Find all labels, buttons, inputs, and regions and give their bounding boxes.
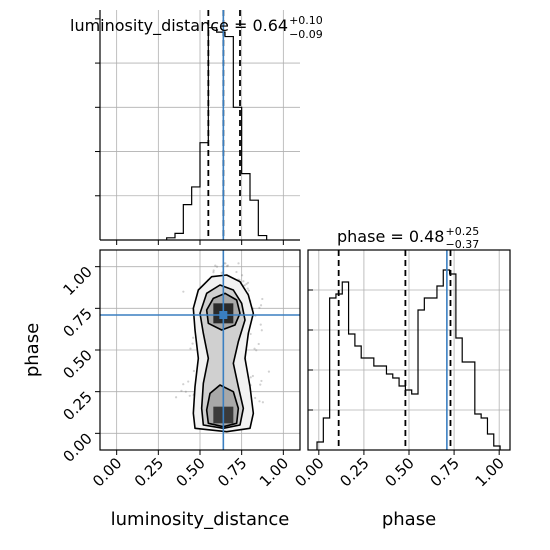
y-tick-label: 1.00 [59,263,95,299]
x-tick-label: 0.00 [89,454,125,490]
ld-title: luminosity_distance = 0.64 [70,16,288,36]
scatter-point [260,379,263,383]
x-tick-label: 0.25 [131,454,167,490]
scatter-point [253,347,256,350]
x-tick-label: 1.00 [472,454,508,490]
scatter-point [259,383,262,386]
scatter-point [254,396,257,400]
x-tick-label: 0.50 [172,454,208,490]
phase-title-plus: +0.25 [445,225,479,238]
ld-title-plus: +0.10 [289,14,323,27]
scatter-point [257,342,260,346]
scatter-point [224,262,227,265]
scatter-point [188,394,191,397]
scatter-point [267,370,271,373]
x-tick-label: 1.00 [256,454,292,490]
scatter-point [245,282,248,286]
scatter-point [226,264,230,267]
scatter-point [191,342,194,345]
truth-marker [219,311,228,319]
scatter-point [225,265,229,268]
x-tick-label: 0.50 [381,454,417,490]
y-tick-label: 0.50 [59,346,95,382]
scatter-point [258,400,261,403]
scatter-point [261,401,264,404]
phase-histogram-step [316,269,501,450]
scatter-point [214,264,217,267]
scatter-point [189,347,192,350]
scatter-point [255,349,258,352]
scatter-point [180,389,183,392]
x-tick-label: 0.00 [291,454,327,490]
scatter-point [249,332,252,336]
scatter-point [242,280,245,283]
ld-title-minus: −0.09 [289,28,323,41]
scatter-point [247,289,250,292]
scatter-point [258,306,261,309]
phase-hist-grid [308,250,510,450]
scatter-point [246,281,250,284]
scatter-point [246,287,249,290]
scatter-point [243,284,246,287]
x-axis-label: luminosity_distance [111,509,290,530]
ld-hist-grid [100,10,300,240]
scatter-contour-panel: 0.00 0.25 0.50 0.75 1.000.000.250.500.751.00… [22,249,301,530]
scatter-point [259,304,263,307]
scatter-point [192,369,196,373]
y-tick-label: 0.75 [59,304,95,340]
x-tick-label: 0.75 [427,454,463,490]
scatter-point [235,270,238,274]
ld-histogram-panel: luminosity_distance = 0.64 +0.10−0.09 [70,10,323,245]
scatter-point [237,262,240,265]
scatter-point [259,323,262,326]
x-tick-label: 0.25 [336,454,372,490]
scatter-point [187,380,190,383]
phase-title-minus: −0.37 [445,238,479,251]
scatter-point [192,336,195,339]
y-axis-label: phase [22,323,43,377]
x-tick-label: 0.75 [214,454,250,490]
phase-title: phase = 0.48 [337,227,444,246]
y-tick-label: 0.25 [59,388,95,424]
scatter-point [184,390,187,393]
y-tick-label: 0.00 [59,429,95,465]
scatter-point [260,329,263,332]
scatter-point [182,383,185,386]
scatter-point [215,265,219,268]
scatter-point [212,269,215,272]
scatter-point [212,271,215,274]
ld-histogram-step [166,27,268,240]
scatter-point [220,271,223,274]
phase-histogram-panel: 0.00 0.25 0.50 0.75 1.00 phase phase = 0.48 +0.… [291,225,511,530]
scatter-point [174,396,178,399]
scatter-point [249,376,252,379]
scatter-point [261,297,264,301]
scatter-point [182,290,185,293]
scatter-point [251,374,254,378]
x-axis-label-phase: phase [382,509,436,530]
scatter-point [240,274,244,277]
